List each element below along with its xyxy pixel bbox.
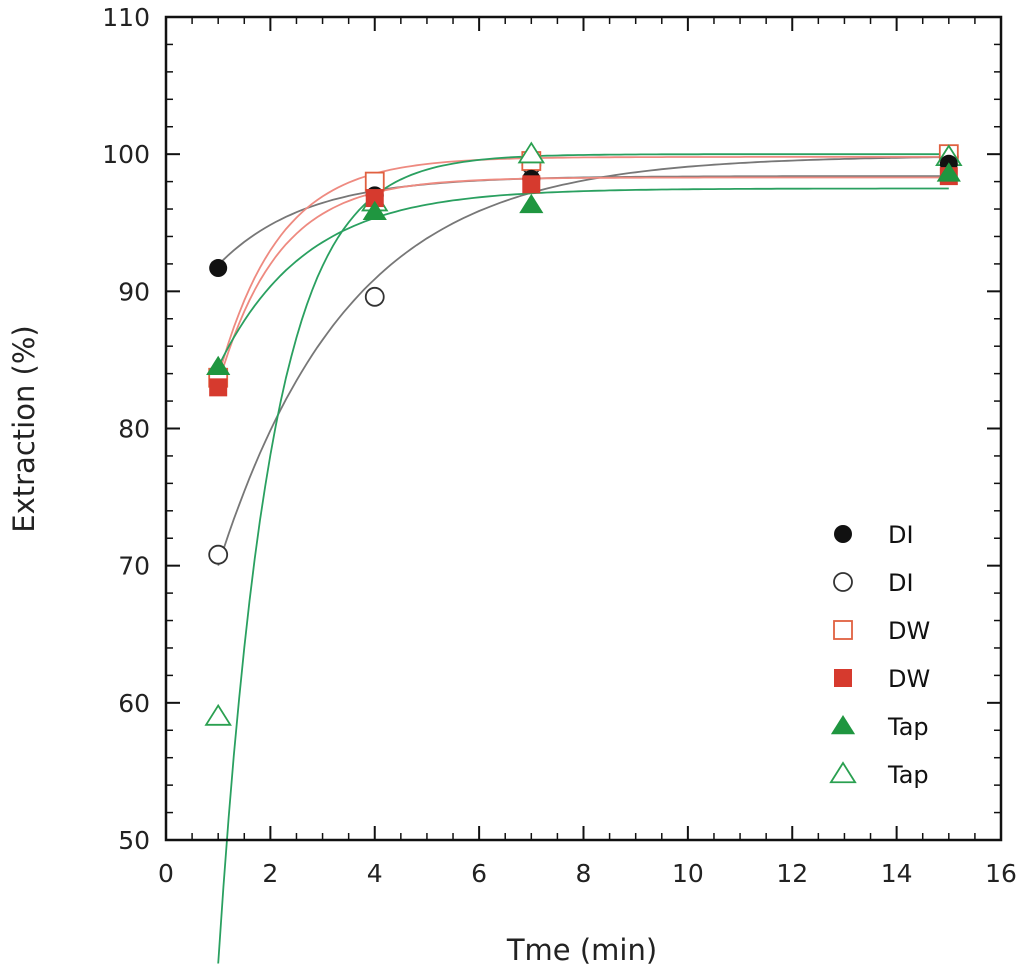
legend-label-4: Tap <box>887 713 929 741</box>
data-point-s4-1 <box>362 200 387 221</box>
x-tick-label: 16 <box>985 859 1017 888</box>
x-tick-label: 10 <box>672 859 704 888</box>
legend: DI DI DW DW Tap Tap <box>829 521 930 789</box>
data-point-s4-3 <box>936 162 961 182</box>
x-tick-label: 4 <box>367 859 383 888</box>
y-tick-label: 100 <box>102 140 150 169</box>
legend-label-5: Tap <box>887 761 929 789</box>
x-tick-label: 14 <box>881 859 913 888</box>
data-point-s0-0 <box>209 259 228 278</box>
legend-marker-4 <box>830 715 856 735</box>
x-tick-label: 2 <box>262 859 278 888</box>
fit-curves-layer <box>217 153 949 964</box>
legend-label-0: DI <box>888 521 914 549</box>
data-point-s5-0 <box>204 703 232 726</box>
legend-label-1: DI <box>888 569 914 597</box>
x-tick-label: 0 <box>158 859 174 888</box>
y-tick-label: 70 <box>118 552 150 581</box>
legend-marker-2 <box>833 620 853 640</box>
fit-curve-1 <box>217 156 949 566</box>
data-point-s3-1 <box>365 189 384 208</box>
data-point-s4-0 <box>206 355 231 376</box>
x-axis-title: Tme (min) <box>506 933 657 967</box>
plot-frame-layer <box>164 15 1003 842</box>
y-tick-label: 50 <box>118 826 150 855</box>
y-tick-label: 60 <box>118 689 150 718</box>
fit-curve-5 <box>217 153 949 964</box>
fit-curve-4 <box>217 187 949 368</box>
legend-label-3: DW <box>888 665 930 693</box>
data-point-s4-2 <box>519 193 544 214</box>
legend-marker-1 <box>833 572 853 592</box>
x-tick-label: 6 <box>471 859 487 888</box>
plot-frame <box>164 15 1003 842</box>
data-point-s1-1 <box>364 286 385 307</box>
data-point-s1-0 <box>208 544 229 565</box>
legend-marker-3 <box>834 669 852 687</box>
legend-label-2: DW <box>888 617 930 645</box>
data-point-s3-2 <box>522 175 541 194</box>
y-axis-title: Extraction (%) <box>7 325 41 532</box>
data-point-s3-0 <box>209 378 228 397</box>
legend-marker-5 <box>829 761 857 784</box>
y-tick-label: 80 <box>118 415 150 444</box>
y-tick-label: 110 <box>102 3 150 32</box>
ticks-layer: 0 2 4 6 8 10 12 14 16 50 60 70 80 90 100 110 <box>102 3 1017 888</box>
data-markers-layer <box>204 141 963 726</box>
y-tick-label: 90 <box>118 277 150 306</box>
x-tick-label: 8 <box>576 859 592 888</box>
legend-marker-0 <box>834 525 852 543</box>
fit-curve-3 <box>217 176 949 385</box>
data-point-s5-2 <box>517 141 546 164</box>
x-tick-label: 12 <box>776 859 808 888</box>
fit-curve-2 <box>217 156 949 378</box>
